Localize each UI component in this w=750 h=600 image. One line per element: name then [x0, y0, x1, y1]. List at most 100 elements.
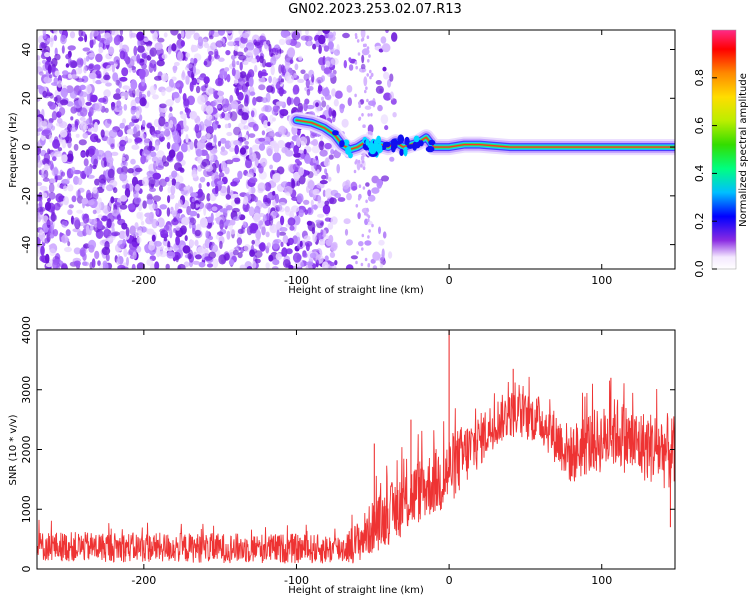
noise-speck — [221, 111, 226, 119]
noise-speck — [261, 130, 266, 136]
noise-speck — [199, 121, 205, 131]
noise-speck — [85, 101, 92, 106]
noise-speck — [172, 228, 177, 233]
noise-speck — [102, 184, 106, 190]
noise-speck — [360, 163, 363, 168]
spectrogram-frame — [36, 29, 676, 270]
noise-speck — [330, 244, 337, 252]
noise-speck — [237, 252, 243, 259]
noise-speck — [121, 156, 126, 162]
noise-speck — [198, 183, 202, 190]
noise-speck — [276, 101, 285, 107]
noise-speck — [380, 114, 389, 125]
noise-speck — [297, 78, 305, 83]
noise-speck — [275, 253, 282, 260]
noise-speck — [228, 259, 235, 266]
noise-speck — [37, 206, 46, 212]
noise-speck — [141, 52, 148, 59]
noise-speck — [296, 180, 301, 187]
noise-speck — [204, 256, 213, 261]
noise-speck — [105, 253, 110, 262]
x-tick-label: -200 — [131, 274, 156, 287]
noise-speck — [270, 56, 277, 66]
signal-blob — [365, 138, 370, 146]
noise-speck — [83, 158, 89, 167]
noise-speck — [288, 264, 294, 269]
noise-speck — [164, 128, 171, 137]
noise-speck — [230, 181, 238, 187]
noise-speck — [91, 258, 96, 269]
noise-speck — [391, 32, 398, 42]
noise-speck — [245, 49, 255, 57]
noise-speck — [133, 45, 138, 56]
noise-speck — [106, 218, 112, 229]
noise-speck — [318, 232, 324, 243]
noise-speck — [150, 151, 157, 158]
noise-speck — [51, 57, 58, 67]
noise-speck — [136, 54, 141, 64]
noise-speck — [70, 74, 79, 79]
noise-speck — [211, 162, 217, 173]
noise-speck — [385, 30, 389, 34]
noise-speck — [177, 208, 183, 214]
noise-speck — [194, 229, 201, 237]
noise-speck — [83, 65, 87, 74]
noise-speck — [177, 51, 184, 62]
noise-speck — [178, 199, 183, 208]
noise-speck — [189, 239, 195, 247]
noise-speck — [365, 199, 368, 204]
noise-speck — [370, 113, 373, 117]
noise-speck — [361, 113, 364, 117]
noise-speck — [48, 192, 56, 200]
noise-speck — [196, 140, 206, 150]
noise-speck — [210, 243, 219, 253]
noise-speck — [268, 75, 272, 84]
noise-speck — [154, 42, 163, 50]
noise-speck — [158, 178, 167, 187]
noise-speck — [304, 241, 313, 247]
noise-speck — [54, 151, 63, 157]
noise-speck — [78, 85, 87, 90]
noise-speck — [45, 262, 53, 268]
noise-speck — [307, 207, 312, 214]
noise-speck — [264, 182, 272, 192]
noise-speck — [61, 262, 68, 269]
noise-speck — [368, 100, 376, 106]
noise-speck — [317, 213, 325, 218]
noise-speck — [67, 140, 72, 149]
noise-speck — [123, 104, 128, 111]
noise-speck — [82, 124, 89, 131]
snr-series-line — [37, 330, 675, 564]
noise-speck — [79, 91, 88, 98]
noise-speck — [151, 204, 159, 210]
noise-speck — [189, 110, 198, 120]
noise-speck — [37, 181, 43, 187]
noise-speck — [72, 217, 80, 227]
noise-speck — [48, 244, 57, 248]
noise-speck — [282, 234, 289, 244]
noise-speck — [194, 124, 200, 134]
noise-speck — [265, 92, 271, 103]
noise-speck — [160, 106, 165, 114]
noise-speck — [153, 118, 160, 128]
noise-speck — [78, 36, 84, 42]
noise-speck — [205, 105, 214, 115]
noise-speck — [232, 249, 239, 256]
noise-speck — [258, 84, 266, 91]
noise-speck — [113, 35, 121, 46]
noise-speck — [348, 57, 352, 62]
noise-speck — [149, 47, 157, 57]
noise-speck — [270, 140, 278, 149]
colorbar-tick-label: 0.8 — [693, 69, 706, 87]
noise-speck — [107, 156, 114, 164]
noise-speck — [50, 178, 56, 184]
noise-speck — [94, 148, 99, 158]
noise-speck — [315, 102, 319, 108]
noise-speck — [135, 110, 140, 120]
noise-speck — [356, 251, 359, 255]
noise-speck — [183, 186, 190, 191]
noise-speck — [293, 145, 299, 154]
noise-speck — [72, 228, 81, 233]
